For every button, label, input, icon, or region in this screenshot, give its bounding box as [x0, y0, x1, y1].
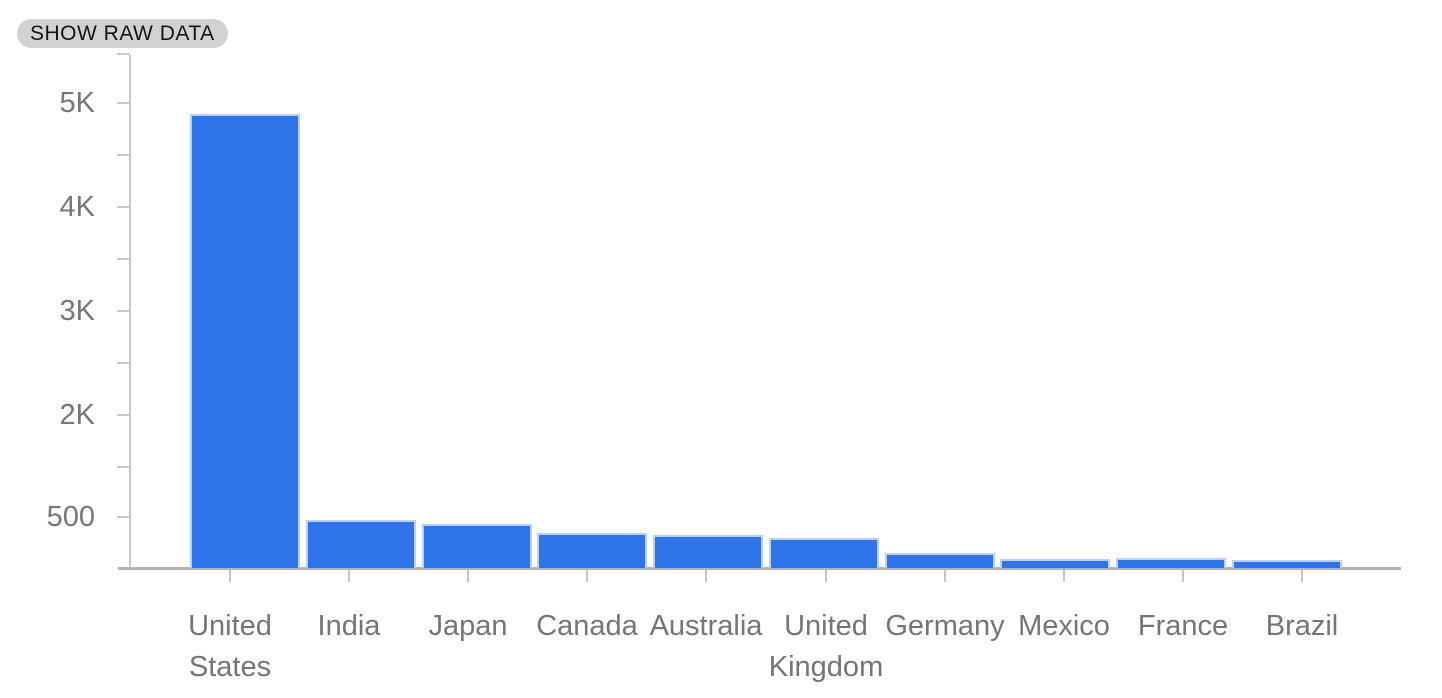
y-axis-label: 500	[46, 501, 95, 533]
x-axis-label-france: France	[1137, 610, 1229, 642]
x-axis-tick	[229, 570, 231, 582]
x-axis-tick	[825, 570, 827, 582]
x-axis-label-australia: Australia	[649, 610, 763, 642]
bar-united-states[interactable]	[190, 114, 300, 568]
bar-mexico[interactable]	[1000, 559, 1110, 568]
x-axis-tick	[705, 570, 707, 582]
x-axis-label-united-states: United States	[188, 610, 272, 683]
bar-brazil[interactable]	[1232, 560, 1342, 568]
y-axis-label: 5K	[59, 87, 95, 119]
bar-canada[interactable]	[537, 533, 647, 568]
y-axis-minor-tick	[117, 154, 129, 156]
y-axis-major-tick	[117, 414, 129, 416]
bar-japan[interactable]	[422, 524, 532, 568]
y-axis-major-tick	[117, 102, 129, 104]
x-axis-tick	[348, 570, 350, 582]
x-axis-label-germany: Germany	[885, 610, 1005, 642]
x-axis-label-brazil: Brazil	[1265, 610, 1339, 642]
bar-india[interactable]	[306, 520, 416, 568]
y-axis-minor-tick	[117, 258, 129, 260]
x-axis-label-united-kingdom: United Kingdom	[768, 610, 884, 683]
x-axis-tick	[1301, 570, 1303, 582]
x-axis-tick	[1063, 570, 1065, 582]
bar-australia[interactable]	[653, 535, 763, 568]
bar-united-kingdom[interactable]	[769, 538, 879, 568]
y-axis-label: 4K	[59, 191, 95, 223]
x-axis-label-japan: Japan	[428, 610, 508, 642]
y-axis-major-tick	[117, 516, 129, 518]
y-axis-minor-tick	[117, 362, 129, 364]
y-axis-major-tick	[117, 206, 129, 208]
y-axis-major-tick	[117, 310, 129, 312]
show-raw-data-button[interactable]: SHOW RAW DATA	[17, 19, 228, 48]
x-axis-label-canada: Canada	[536, 610, 638, 642]
x-axis-tick	[467, 570, 469, 582]
x-axis-tick	[586, 570, 588, 582]
x-axis-tick	[944, 570, 946, 582]
y-axis-minor-tick	[117, 53, 129, 55]
y-axis-label: 3K	[59, 295, 95, 327]
y-axis-line	[129, 54, 131, 568]
x-axis-baseline	[118, 567, 1401, 570]
bar-germany[interactable]	[885, 553, 995, 568]
x-axis-label-mexico: Mexico	[1018, 610, 1110, 642]
y-axis-label: 2K	[59, 399, 95, 431]
x-axis-label-india: India	[317, 610, 381, 642]
y-axis-minor-tick	[117, 466, 129, 468]
x-axis-tick	[1182, 570, 1184, 582]
bar-france[interactable]	[1116, 558, 1226, 568]
